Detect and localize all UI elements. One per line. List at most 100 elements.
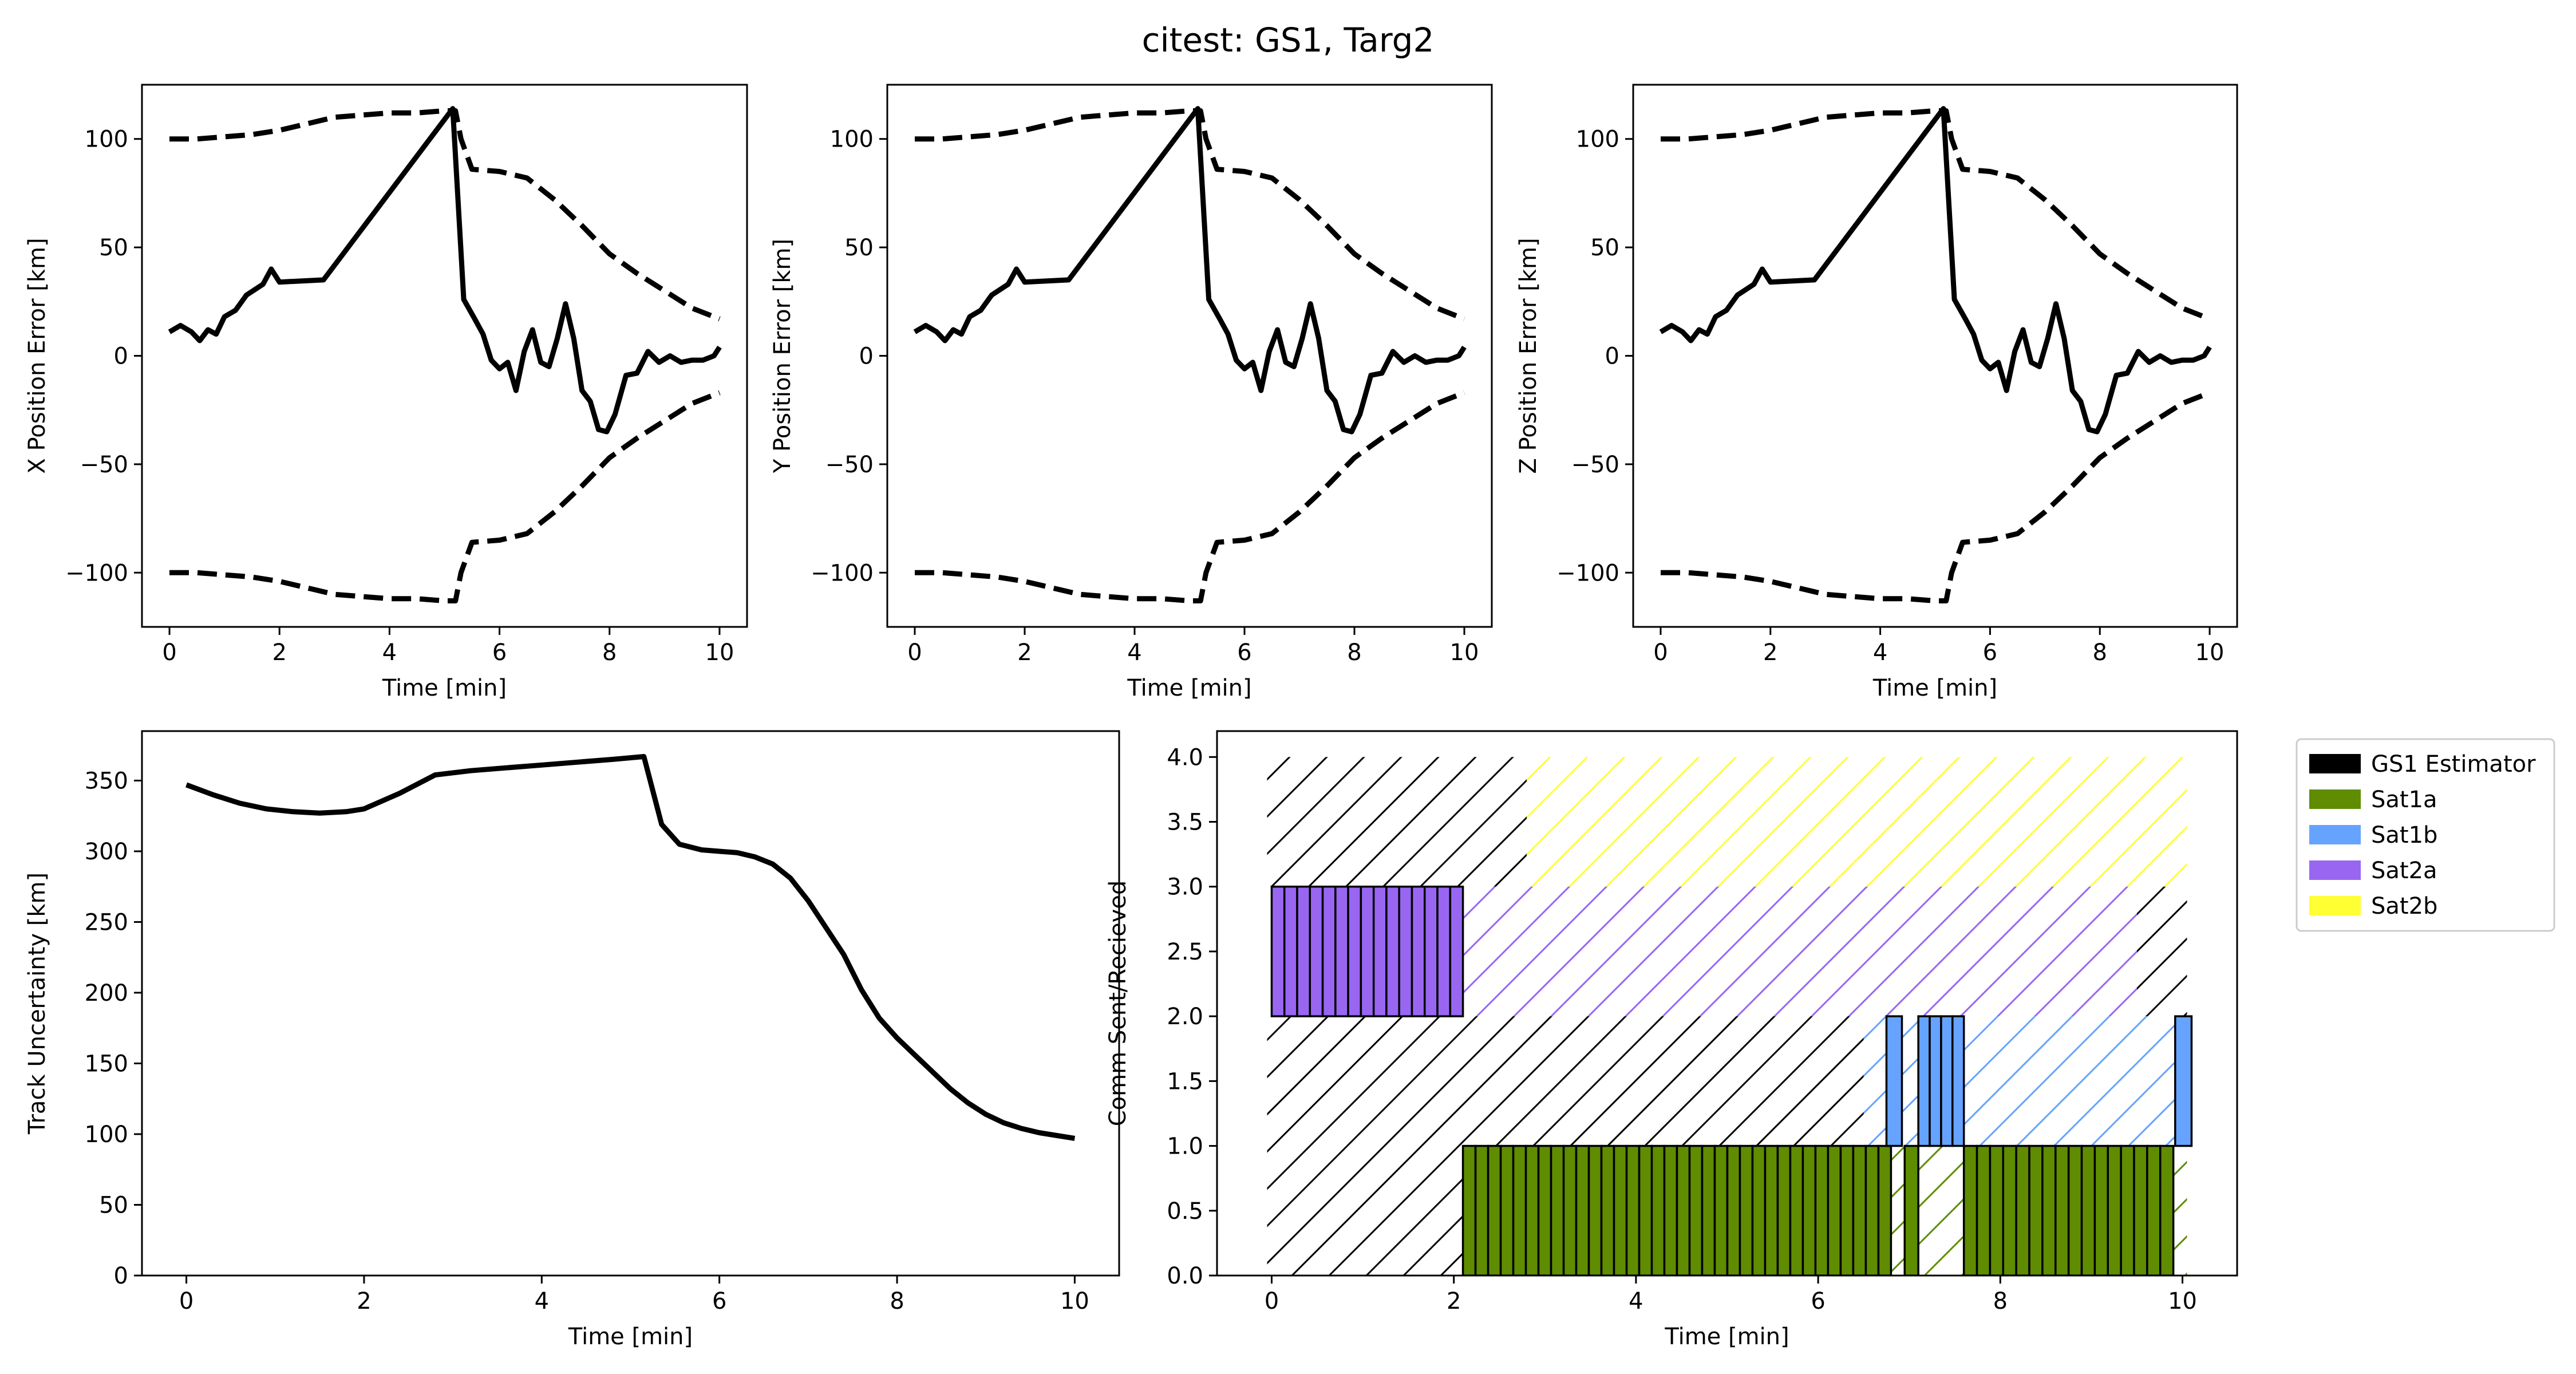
axes-frame xyxy=(1216,730,2238,1277)
bar-sat1a xyxy=(1474,1144,1490,1276)
bar-sat1a xyxy=(2146,1144,2162,1276)
y-tick-label: 100 xyxy=(830,127,874,153)
bar-sat1a xyxy=(1989,1144,2005,1276)
x-tick-label: 0 xyxy=(907,639,922,666)
bar-sat1a xyxy=(2120,1144,2135,1276)
x-tick-label: 2 xyxy=(1763,639,1777,666)
bar-sat1a xyxy=(1550,1144,1565,1276)
x-tick-label: 6 xyxy=(1237,639,1251,666)
y-tick-label: 1.5 xyxy=(1167,1068,1203,1095)
x-tick-label: 2 xyxy=(272,639,287,666)
y-tick-label: 100 xyxy=(85,1122,128,1148)
axes-frame xyxy=(1632,84,2238,628)
plot-area xyxy=(1267,757,2193,1276)
y-axis-label: Y Position Error [km] xyxy=(769,239,796,473)
bar-sat2a xyxy=(1385,885,1400,1017)
y-tick-label: 2.5 xyxy=(1167,939,1203,965)
bar-sat1b xyxy=(1951,1015,1965,1147)
x-axis-label: Time [min] xyxy=(1664,1324,1789,1350)
x-tick-label: 2 xyxy=(1447,1288,1461,1314)
legend-swatch-sat1b xyxy=(2309,825,2361,844)
bar-sat1a xyxy=(1852,1144,1867,1276)
y-tick-label: 350 xyxy=(85,768,128,794)
bar-sat1a xyxy=(1537,1144,1552,1276)
bar-sat1a xyxy=(1839,1144,1855,1276)
y-tick-label: −100 xyxy=(811,560,874,586)
y-tick-label: 200 xyxy=(85,980,128,1006)
x-tick-label: 8 xyxy=(1993,1288,2008,1314)
bar-sat2a xyxy=(1347,885,1362,1017)
legend-swatch-sat2b xyxy=(2309,896,2361,915)
x-axis-label: Time [min] xyxy=(382,675,507,701)
chart-x_error: 0 2 4 6 8 10 −100 −50 0 50 100 Time [min] X Position… xyxy=(24,84,748,701)
x-tick-label: 6 xyxy=(1983,639,1997,666)
legend-swatch-sat1a xyxy=(2309,789,2361,809)
x-tick-label: 4 xyxy=(1127,639,1141,666)
bar-sat2a xyxy=(1411,885,1426,1017)
x-axis-label: Time [min] xyxy=(1127,675,1251,701)
y-tick-label: 300 xyxy=(85,839,128,865)
x-tick-label: 0 xyxy=(1265,1288,1279,1314)
legend-swatch-gs1-estimator xyxy=(2309,754,2361,773)
bar-sat1b xyxy=(1885,1015,1903,1147)
bar-sat1a xyxy=(1461,1144,1477,1276)
series-upper_bound xyxy=(169,108,721,322)
plot-area xyxy=(1659,106,2212,603)
y-tick-label: 0 xyxy=(859,344,874,370)
x-tick-label: 8 xyxy=(890,1288,904,1314)
y-axis-label: Comm Sent/Recieved xyxy=(1105,881,1131,1127)
x-tick-label: 4 xyxy=(1873,639,1887,666)
x-axis-label: Time [min] xyxy=(568,1324,693,1350)
plot-area xyxy=(913,106,1467,603)
legend-swatch-sat2a xyxy=(2309,860,2361,880)
y-tick-label: 3.5 xyxy=(1167,810,1203,836)
bar-sat1a xyxy=(2028,1144,2044,1276)
bar-sat1a xyxy=(1562,1144,1578,1276)
bar-sat1a xyxy=(1638,1144,1653,1276)
bar-sat1a xyxy=(1739,1144,1754,1276)
chart-y_error: 0 2 4 6 8 10 −100 −50 0 50 100 Time [min] Y Position… xyxy=(769,84,1493,701)
y-tick-label: −50 xyxy=(80,452,128,478)
x-tick-label: 8 xyxy=(2093,639,2107,666)
y-axis-label: X Position Error [km] xyxy=(24,238,50,473)
bar-sat2a xyxy=(1436,885,1452,1017)
y-tick-label: 0 xyxy=(114,344,128,370)
x-tick-label: 0 xyxy=(162,639,176,666)
axes-frame xyxy=(141,730,1120,1277)
axes-layer: 0 2 4 6 8 10 −100 −50 0 50 100 Time [min] X Position… xyxy=(24,84,2555,1350)
hatched-band xyxy=(1267,1146,1463,1276)
y-tick-label: 3.0 xyxy=(1167,874,1203,901)
hatched-band xyxy=(1463,886,2137,1017)
bar-sat1a xyxy=(2159,1144,2175,1276)
bar-sat1a xyxy=(1487,1144,1502,1276)
bar-sat1a xyxy=(2041,1144,2057,1276)
x-tick-label: 10 xyxy=(705,639,734,666)
bar-sat1a xyxy=(2015,1144,2030,1276)
y-tick-label: −100 xyxy=(65,560,128,586)
bar-sat1a xyxy=(2002,1144,2017,1276)
bar-sat1a xyxy=(2080,1144,2096,1276)
series-lower_bound xyxy=(169,390,721,603)
hatched-band xyxy=(1267,1016,1864,1146)
series-uncertainty xyxy=(185,754,1076,1141)
bar-sat1a xyxy=(1688,1144,1704,1276)
bar-sat2a xyxy=(1424,885,1439,1017)
bar-sat1a xyxy=(1764,1144,1779,1276)
y-tick-label: 50 xyxy=(99,1192,128,1218)
bar-sat1a xyxy=(1625,1144,1641,1276)
x-tick-label: 8 xyxy=(602,639,617,666)
bar-sat1a xyxy=(1600,1144,1615,1276)
bar-sat1b xyxy=(1929,1015,1942,1147)
axes-frame xyxy=(141,84,748,628)
y-axis-label: Z Position Error [km] xyxy=(1515,238,1542,473)
y-tick-label: 250 xyxy=(85,909,128,935)
y-tick-label: −50 xyxy=(1571,452,1619,478)
y-tick-label: 50 xyxy=(99,235,128,261)
bar-sat2a xyxy=(1398,885,1413,1017)
y-tick-label: 100 xyxy=(1576,127,1619,153)
x-tick-label: 0 xyxy=(1653,639,1668,666)
bar-sat2a xyxy=(1270,885,1286,1017)
bar-sat1a xyxy=(1789,1144,1804,1276)
y-tick-label: 150 xyxy=(85,1051,128,1077)
